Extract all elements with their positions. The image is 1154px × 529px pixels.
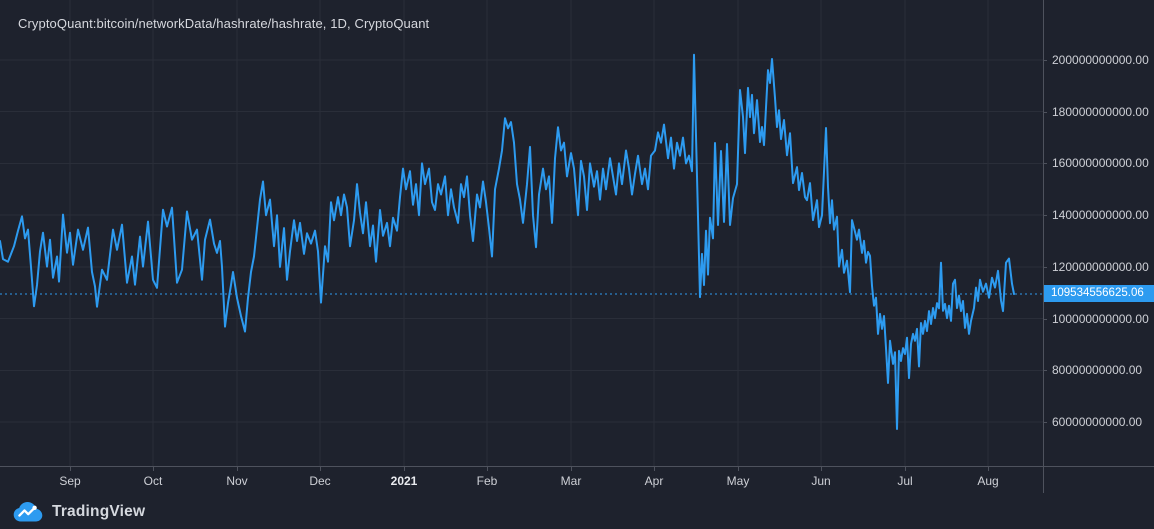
price-tick-mark xyxy=(1043,370,1047,372)
time-axis-separator xyxy=(0,466,1154,467)
time-tick-label: Mar xyxy=(560,474,582,488)
time-tick-mark xyxy=(821,467,822,471)
time-tick-mark xyxy=(404,467,405,471)
price-tick-label: 120000000000.00 xyxy=(1052,259,1149,274)
price-tick-label: 180000000000.00 xyxy=(1052,104,1149,119)
time-tick-label: Aug xyxy=(977,474,999,488)
time-tick-mark xyxy=(738,467,739,471)
price-tick-mark xyxy=(1043,318,1047,320)
time-tick-mark xyxy=(320,467,321,471)
time-tick-mark xyxy=(988,467,989,471)
time-tick-mark xyxy=(905,467,906,471)
time-tick-label: Jun xyxy=(811,474,831,488)
time-tick-mark xyxy=(654,467,655,471)
time-tick-mark xyxy=(571,467,572,471)
tradingview-logo[interactable]: TradingView xyxy=(12,500,145,524)
price-axis[interactable]: 200000000000.00 180000000000.00 1600000000… xyxy=(1043,0,1154,466)
price-tick-label: 100000000000.00 xyxy=(1052,311,1149,326)
price-chart-canvas[interactable] xyxy=(0,0,1043,466)
time-tick-label: Jul xyxy=(897,474,913,488)
time-tick-label: Dec xyxy=(309,474,331,488)
time-tick-mark xyxy=(153,467,154,471)
price-tick-label: 60000000000.00 xyxy=(1052,415,1143,430)
time-tick-label: Oct xyxy=(143,474,163,488)
price-axis-separator xyxy=(1043,0,1044,493)
time-tick-mark xyxy=(487,467,488,471)
time-axis[interactable]: Sep Oct Nov Dec 2021 Feb Mar Apr May Jun Jul Aug xyxy=(0,467,1043,493)
time-tick-label: Sep xyxy=(59,474,81,488)
time-tick-label: Feb xyxy=(476,474,498,488)
time-tick-mark xyxy=(70,467,71,471)
price-tick-label: 140000000000.00 xyxy=(1052,208,1149,223)
price-tick-mark xyxy=(1043,422,1047,424)
tradingview-logo-icon xyxy=(12,501,44,523)
time-tick-label: Nov xyxy=(226,474,248,488)
horizontal-gridlines xyxy=(0,59,1043,423)
price-tick-mark xyxy=(1043,111,1047,113)
symbol-legend[interactable]: CryptoQuant:bitcoin/networkData/hashrate… xyxy=(18,16,430,31)
price-tick-label: 200000000000.00 xyxy=(1052,52,1149,67)
time-tick-label: Apr xyxy=(644,474,664,488)
price-tick-mark xyxy=(1043,266,1047,268)
price-tick-mark xyxy=(1043,215,1047,217)
time-tick-label: May xyxy=(726,474,750,488)
price-tick-mark xyxy=(1043,163,1047,165)
vertical-gridlines xyxy=(69,0,989,466)
price-tick-mark xyxy=(1043,59,1047,61)
time-tick-label: 2021 xyxy=(390,474,418,488)
last-price-label: 109534556625.06 xyxy=(1044,285,1154,302)
brand-name: TradingView xyxy=(52,503,146,520)
price-tick-label: 160000000000.00 xyxy=(1052,156,1149,171)
price-tick-label: 80000000000.00 xyxy=(1052,363,1143,378)
hashrate-line xyxy=(0,53,1015,430)
time-tick-mark xyxy=(237,467,238,471)
